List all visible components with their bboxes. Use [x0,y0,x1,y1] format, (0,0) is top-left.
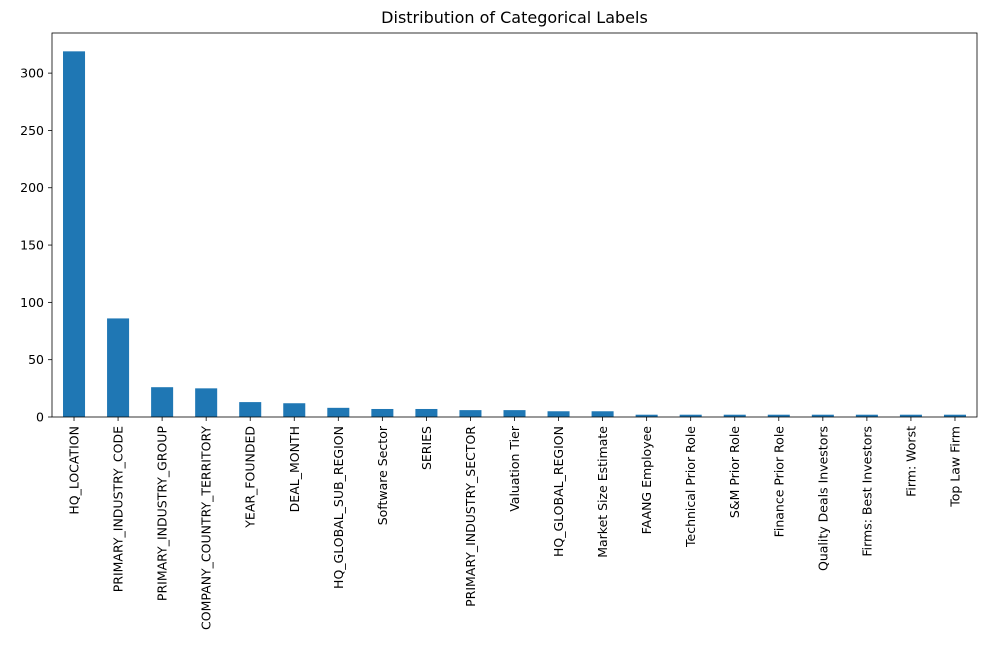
x-tick-label: HQ_LOCATION [67,426,82,515]
x-tick-label: Finance Prior Role [771,426,786,538]
x-tick-label: DEAL_MONTH [287,426,302,512]
x-tick-label: Top Law Firm [947,426,962,508]
bar [723,414,746,417]
bar [679,414,702,417]
x-tick-label: Software Sector [375,425,390,525]
bar [327,407,350,417]
y-tick-label: 50 [28,352,44,367]
bar [239,402,262,417]
bar [811,414,834,417]
y-axis: 0 50 100 150 200 250 300 [20,66,52,425]
x-tick-label: SERIES [419,426,434,470]
x-tick-label: PRIMARY_INDUSTRY_GROUP [155,426,170,602]
x-tick-label: HQ_GLOBAL_REGION [551,426,566,557]
bar [283,403,306,417]
y-tick-label: 200 [20,180,44,195]
x-tick-label: HQ_GLOBAL_SUB_REGION [331,426,346,589]
x-tick-label: PRIMARY_INDUSTRY_SECTOR [463,426,478,607]
y-tick-label: 0 [36,410,44,425]
y-tick-label: 250 [20,123,44,138]
x-axis: HQ_LOCATION PRIMARY_INDUSTRY_CODE PRIMARY_… [67,417,962,630]
x-tick-label: S&M Prior Role [727,426,742,518]
bar [151,387,174,417]
bar [107,318,130,417]
y-tick-label: 150 [20,238,44,253]
bar [371,408,394,417]
x-tick-label: Firms: Best Investors [859,426,874,557]
bar [415,408,438,417]
bar [63,51,86,417]
bar [635,414,658,417]
bar [899,414,922,417]
chart-title: Distribution of Categorical Labels [381,8,648,27]
x-tick-label: YEAR_FOUNDED [243,426,258,529]
x-tick-label: Quality Deals Investors [815,426,830,571]
bar [767,414,790,417]
bar [459,410,482,417]
x-tick-label: COMPANY_COUNTRY_TERRITORY [199,426,214,630]
bar [855,414,878,417]
x-tick-label: FAANG Employee [639,426,654,535]
bars-group [63,51,966,417]
x-tick-label: PRIMARY_INDUSTRY_CODE [111,426,126,592]
bar [195,388,218,417]
x-tick-label: Technical Prior Role [683,426,698,548]
y-tick-label: 100 [20,295,44,310]
bar [943,414,966,417]
x-tick-label: Firm: Worst [903,426,918,497]
x-tick-label: Market Size Estimate [595,426,610,558]
x-tick-label: Valuation Tier [507,425,522,512]
bar [591,411,614,417]
y-tick-label: 300 [20,66,44,81]
bar [503,410,526,417]
plot-frame [51,32,978,418]
bar [547,411,570,417]
